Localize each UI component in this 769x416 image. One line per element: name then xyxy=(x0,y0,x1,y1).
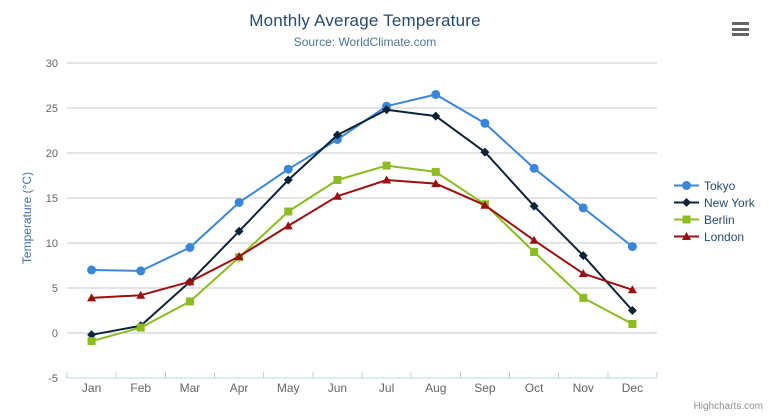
svg-text:Jan: Jan xyxy=(82,381,101,395)
legend-item-berlin[interactable]: Berlin xyxy=(674,211,755,228)
series-london xyxy=(87,175,637,302)
svg-text:Jun: Jun xyxy=(328,381,347,395)
svg-text:20: 20 xyxy=(46,148,58,160)
legend-marker-triangle-icon xyxy=(674,232,699,240)
hamburger-icon xyxy=(732,27,749,31)
legend-item-label: Tokyo xyxy=(704,178,736,193)
svg-text:25: 25 xyxy=(46,103,58,115)
legend-item-new-york[interactable]: New York xyxy=(674,194,755,211)
svg-text:Jul: Jul xyxy=(379,381,394,395)
svg-text:30: 30 xyxy=(46,58,58,70)
series-tokyo xyxy=(87,90,637,276)
y-axis-labels: -5 0 5 10 15 20 25 30 xyxy=(46,58,58,385)
legend: Tokyo New York Berlin London xyxy=(674,177,755,245)
legend-item-london[interactable]: London xyxy=(674,228,755,245)
svg-text:Sep: Sep xyxy=(474,381,496,395)
legend-item-tokyo[interactable]: Tokyo xyxy=(674,177,755,194)
chart-title: Monthly Average Temperature xyxy=(249,11,481,30)
x-axis-labels: Jan Feb Mar Apr May Jun Jul Aug Sep Oct Nov Dec xyxy=(82,381,643,395)
svg-text:May: May xyxy=(277,381,300,395)
legend-marker-square-icon xyxy=(674,215,699,224)
svg-text:Feb: Feb xyxy=(130,381,151,395)
svg-text:Mar: Mar xyxy=(180,381,201,395)
legend-item-label: London xyxy=(704,229,745,244)
chart-context-menu-button[interactable] xyxy=(732,22,750,36)
hamburger-icon xyxy=(732,33,749,36)
legend-item-label: New York xyxy=(704,195,755,210)
svg-text:Dec: Dec xyxy=(622,381,643,395)
svg-text:0: 0 xyxy=(52,328,58,340)
series-new-york xyxy=(87,105,637,340)
chart-subtitle: Source: WorldClimate.com xyxy=(293,35,437,49)
legend-marker-circle-icon xyxy=(674,181,699,190)
legend-item-label: Berlin xyxy=(704,212,735,227)
hamburger-icon xyxy=(732,22,749,25)
svg-text:Oct: Oct xyxy=(525,381,544,395)
y-gridlines xyxy=(67,62,657,379)
svg-text:15: 15 xyxy=(46,193,58,205)
x-axis xyxy=(66,372,658,379)
svg-text:10: 10 xyxy=(46,238,58,250)
legend-marker-diamond-icon xyxy=(674,198,699,207)
credits-link[interactable]: Highcharts.com xyxy=(693,401,763,412)
svg-text:-5: -5 xyxy=(48,373,58,385)
svg-text:5: 5 xyxy=(52,283,58,295)
svg-text:Apr: Apr xyxy=(230,381,249,395)
svg-text:Nov: Nov xyxy=(573,381,594,395)
svg-text:Aug: Aug xyxy=(425,381,446,395)
